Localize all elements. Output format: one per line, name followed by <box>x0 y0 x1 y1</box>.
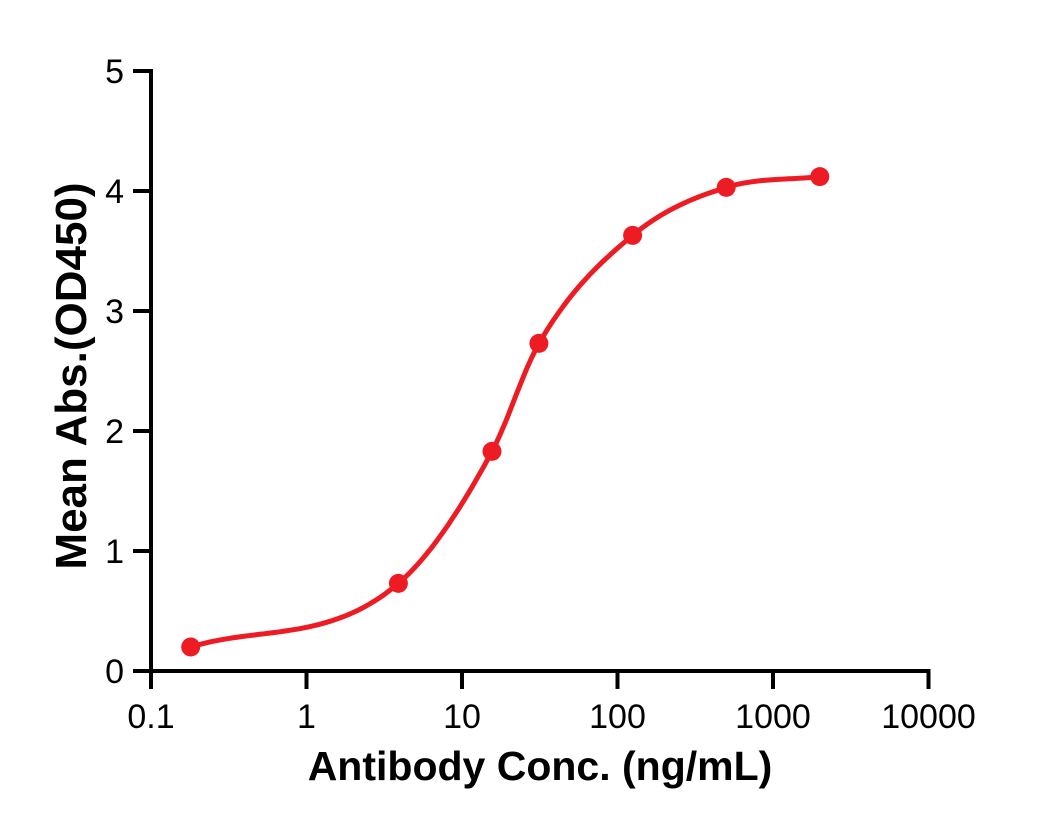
x-tick-label: 1 <box>297 698 316 736</box>
data-point <box>388 573 408 593</box>
y-tick-label: 5 <box>105 53 124 91</box>
x-axis: 0.1 1 10 100 1000 10000 <box>127 669 976 736</box>
data-point <box>529 333 549 353</box>
y-axis: 0 1 2 3 4 5 <box>105 53 153 691</box>
data-point <box>810 167 830 187</box>
x-tick-label: 1000 <box>735 698 811 736</box>
y-tick-label: 3 <box>105 293 124 331</box>
y-tick-label: 0 <box>105 653 124 691</box>
x-tick-label: 10000 <box>881 698 976 736</box>
data-point <box>482 441 502 461</box>
y-tick-label: 1 <box>105 533 124 571</box>
y-tick-label: 4 <box>105 173 124 211</box>
x-tick-label: 10 <box>443 698 481 736</box>
y-axis-title: Mean Abs.(OD450) <box>47 182 96 569</box>
plot-area <box>181 167 830 657</box>
x-tick-label: 0.1 <box>127 698 174 736</box>
data-points <box>181 167 830 657</box>
y-tick-label: 2 <box>105 413 124 451</box>
fit-curve <box>190 174 821 650</box>
x-tick-label: 100 <box>589 698 646 736</box>
data-point <box>623 225 643 245</box>
data-point <box>716 177 736 197</box>
data-point <box>181 637 201 657</box>
x-axis-title: Antibody Conc. (ng/mL) <box>308 743 773 789</box>
